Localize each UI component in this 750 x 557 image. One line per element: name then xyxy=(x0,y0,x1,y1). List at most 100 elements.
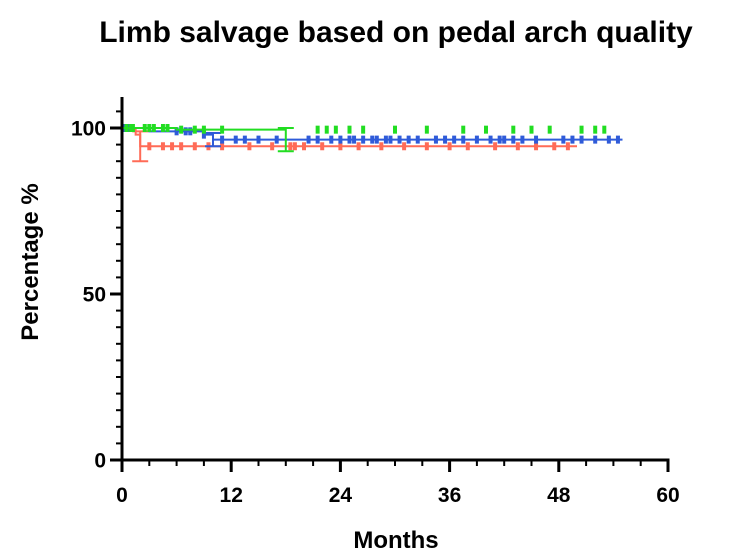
censor-mark xyxy=(165,124,170,132)
axes: 0 50 100 0 12 24 36 48 60 xyxy=(71,97,680,507)
censor-mark xyxy=(488,135,493,144)
censor-mark xyxy=(593,135,598,144)
censor-mark xyxy=(379,142,384,151)
censor-mark xyxy=(484,125,488,134)
censor-mark xyxy=(201,130,206,139)
censor-mark xyxy=(220,135,225,144)
censor-mark xyxy=(561,135,566,144)
censor-mark xyxy=(465,142,470,151)
censor-mark xyxy=(247,142,252,151)
plot-area xyxy=(122,124,623,163)
censor-mark xyxy=(374,135,379,144)
censor-mark xyxy=(160,142,165,151)
series-group xyxy=(122,124,607,153)
censor-mark xyxy=(192,125,197,134)
censor-mark xyxy=(511,125,516,134)
censor-mark xyxy=(170,142,175,151)
censor-mark xyxy=(130,124,135,132)
censor-mark xyxy=(461,125,466,134)
censor-mark xyxy=(606,135,611,144)
censor-mark xyxy=(329,135,334,144)
censor-mark xyxy=(142,124,147,132)
censor-mark xyxy=(288,142,293,151)
censor-mark xyxy=(315,125,320,134)
censor-mark xyxy=(315,135,320,144)
censor-mark xyxy=(242,135,247,144)
censor-mark xyxy=(552,142,557,151)
censor-mark xyxy=(352,135,357,144)
censor-mark xyxy=(347,125,352,134)
censor-mark xyxy=(579,125,584,134)
censor-mark xyxy=(320,142,325,151)
censor-mark xyxy=(433,135,438,144)
censor-mark xyxy=(183,127,188,136)
censor-mark xyxy=(415,135,420,144)
y-axis-label: Percentage % xyxy=(17,183,44,340)
censor-mark xyxy=(534,135,539,144)
censor-mark xyxy=(179,142,184,151)
y-tick-label: 50 xyxy=(83,284,106,307)
censor-mark xyxy=(520,135,525,144)
censor-mark xyxy=(402,142,407,151)
censor-mark xyxy=(124,124,129,132)
y-tick-label: 100 xyxy=(71,118,106,141)
censor-mark xyxy=(579,135,584,144)
censor-mark xyxy=(147,124,152,132)
censor-mark xyxy=(274,135,279,144)
censor-mark xyxy=(160,124,165,132)
censor-mark xyxy=(188,127,193,136)
censor-mark xyxy=(461,135,466,144)
censor-mark xyxy=(220,125,225,134)
censor-mark xyxy=(292,142,297,151)
censor-mark xyxy=(388,135,393,144)
censor-mark xyxy=(338,142,343,151)
censor-mark xyxy=(511,135,516,144)
censor-mark xyxy=(547,125,552,134)
censor-mark xyxy=(179,125,184,134)
censor-mark xyxy=(497,135,502,144)
censor-mark xyxy=(147,142,152,151)
chart-title: Limb salvage based on pedal arch quality xyxy=(99,16,693,49)
censor-mark xyxy=(493,142,498,151)
censor-mark xyxy=(565,142,570,151)
censor-mark xyxy=(515,142,520,151)
censor-mark xyxy=(602,125,607,134)
x-tick-label: 12 xyxy=(220,484,243,507)
x-axis-label: Months xyxy=(353,527,438,552)
censor-mark xyxy=(302,142,306,151)
x-tick-label: 48 xyxy=(547,484,571,507)
censor-mark xyxy=(443,135,448,144)
censor-mark xyxy=(306,135,311,144)
censor-mark xyxy=(424,125,429,134)
censor-mark xyxy=(256,135,261,144)
censor-mark xyxy=(370,135,375,144)
x-tick-label: 0 xyxy=(116,484,128,507)
censor-mark xyxy=(393,125,397,134)
x-tick-label: 24 xyxy=(329,484,353,507)
censor-mark xyxy=(424,142,429,151)
censor-mark xyxy=(593,125,598,134)
x-tick-label: 36 xyxy=(438,484,461,507)
censor-mark xyxy=(333,125,338,134)
censor-mark xyxy=(570,135,575,144)
censor-mark xyxy=(233,135,238,144)
censor-mark xyxy=(324,125,329,134)
censor-mark xyxy=(361,135,366,144)
x-tick-label: 60 xyxy=(656,484,679,507)
censor-mark xyxy=(201,125,206,134)
censor-mark xyxy=(447,142,452,151)
series-group xyxy=(122,124,623,148)
censor-mark xyxy=(383,135,388,144)
censor-mark xyxy=(347,135,352,144)
censor-mark xyxy=(502,135,507,144)
censor-mark xyxy=(397,135,402,144)
censor-mark xyxy=(534,142,539,151)
censor-mark xyxy=(406,135,411,144)
censor-mark xyxy=(529,125,534,134)
censor-mark xyxy=(474,135,479,144)
y-tick-label: 0 xyxy=(94,450,106,473)
censor-mark xyxy=(151,124,156,132)
censor-mark xyxy=(192,142,197,151)
censor-mark xyxy=(356,142,361,151)
